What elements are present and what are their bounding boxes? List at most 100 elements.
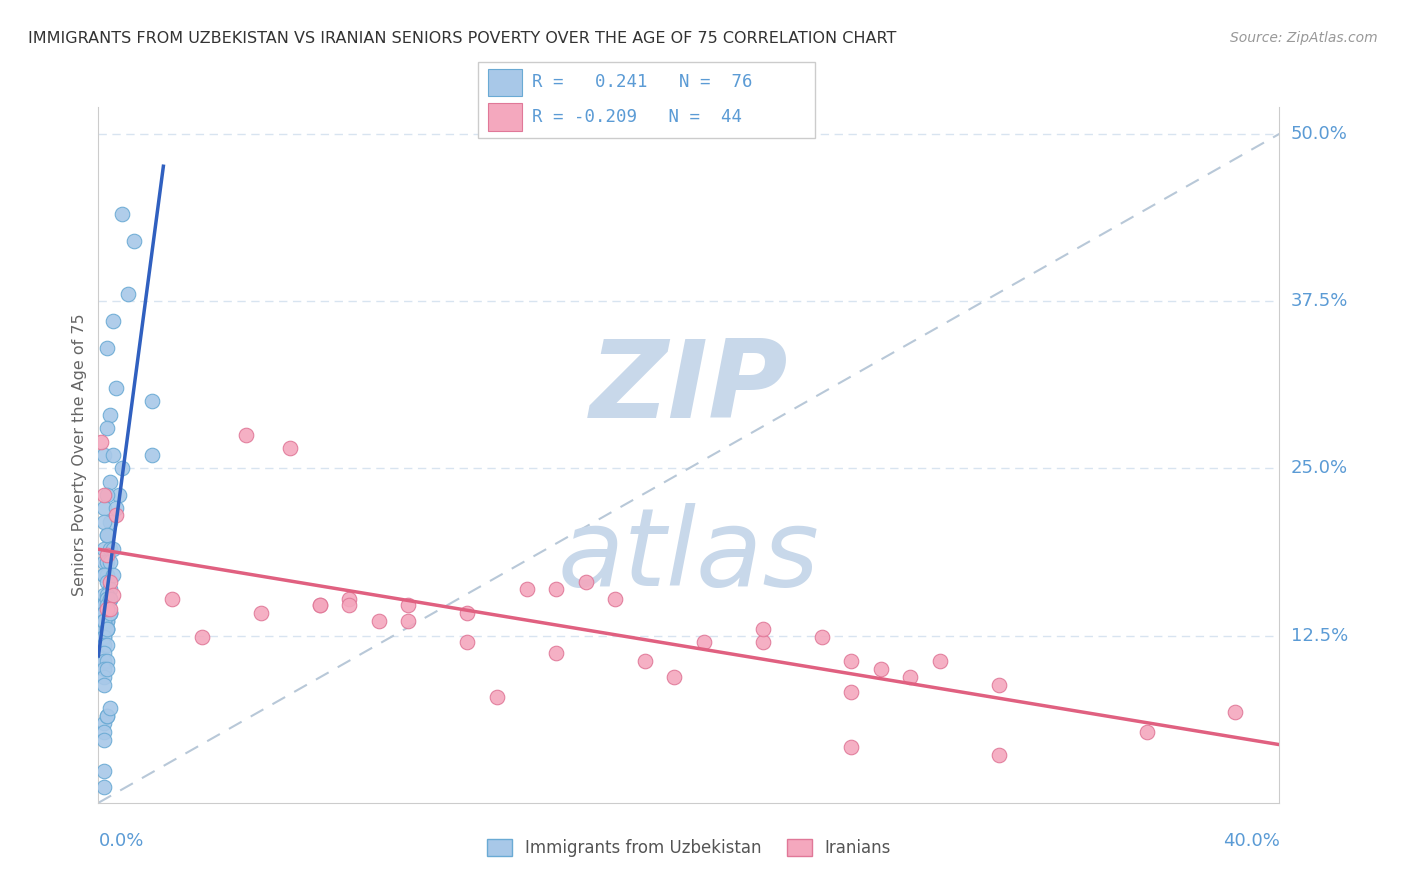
Text: atlas: atlas: [558, 503, 820, 608]
Point: [337, 592, 360, 607]
Point: [98, 592, 121, 607]
Point: [93, 733, 115, 747]
Point: [103, 589, 125, 603]
Point: [93, 630, 115, 644]
Point: [839, 654, 862, 668]
Text: 40.0%: 40.0%: [1223, 832, 1279, 850]
Point: [574, 575, 596, 590]
Point: [96, 602, 118, 616]
Point: [96, 592, 118, 607]
Point: [103, 448, 125, 462]
Point: [93, 654, 115, 668]
Point: [751, 635, 773, 649]
Point: [633, 654, 655, 668]
Point: [96, 589, 118, 603]
FancyBboxPatch shape: [478, 62, 815, 138]
Point: [93, 670, 115, 684]
Point: [93, 678, 115, 692]
Point: [278, 442, 302, 456]
Point: [191, 630, 214, 644]
Point: [98, 515, 121, 529]
Point: [98, 582, 121, 596]
Point: [105, 508, 128, 523]
Point: [96, 575, 118, 590]
Point: [987, 678, 1010, 692]
Point: [93, 589, 115, 603]
Point: [987, 747, 1010, 762]
Text: 0.0%: 0.0%: [98, 832, 143, 850]
Point: [122, 234, 145, 248]
Point: [96, 421, 118, 435]
Point: [544, 582, 567, 596]
Point: [141, 448, 163, 462]
Point: [105, 381, 128, 395]
Point: [103, 314, 125, 328]
Point: [93, 630, 115, 644]
Point: [96, 622, 118, 636]
Point: [93, 598, 115, 612]
Point: [368, 614, 391, 628]
Point: [93, 646, 115, 660]
Point: [96, 622, 118, 636]
Point: [93, 614, 115, 628]
Point: [96, 708, 118, 723]
Point: [98, 475, 121, 489]
Text: 25.0%: 25.0%: [1291, 459, 1348, 477]
Point: [96, 555, 118, 569]
Point: [456, 635, 478, 649]
Point: [98, 555, 121, 569]
Point: [98, 606, 121, 620]
Bar: [488, 69, 522, 95]
Point: [105, 501, 128, 516]
Point: [1135, 724, 1157, 739]
Point: [93, 568, 115, 582]
Legend: Immigrants from Uzbekistan, Iranians: Immigrants from Uzbekistan, Iranians: [479, 832, 898, 864]
Point: [98, 606, 121, 620]
Bar: [488, 103, 522, 130]
Point: [250, 606, 273, 620]
Point: [96, 598, 118, 612]
Point: [96, 568, 118, 582]
Point: [605, 592, 627, 607]
Point: [337, 598, 360, 612]
Point: [93, 606, 115, 620]
Point: [90, 434, 112, 449]
Point: [96, 528, 118, 542]
Point: [664, 670, 686, 684]
Point: [98, 701, 121, 715]
Point: [98, 592, 121, 607]
Point: [96, 662, 118, 676]
Text: 12.5%: 12.5%: [1291, 626, 1348, 645]
Point: [751, 622, 773, 636]
Point: [96, 592, 118, 607]
Point: [141, 394, 163, 409]
Point: [93, 515, 115, 529]
Point: [93, 614, 115, 628]
Point: [93, 715, 115, 730]
Point: [93, 780, 115, 794]
Point: [693, 635, 716, 649]
Point: [396, 614, 419, 628]
Point: [93, 764, 115, 778]
Point: [96, 614, 118, 628]
Point: [544, 646, 567, 660]
Point: [93, 598, 115, 612]
Point: [111, 207, 134, 221]
Point: [486, 690, 509, 705]
Point: [103, 568, 125, 582]
Point: [93, 448, 115, 462]
Text: ZIP: ZIP: [589, 335, 789, 441]
Point: [515, 582, 537, 596]
Point: [456, 606, 478, 620]
Point: [93, 638, 115, 652]
Point: [96, 341, 118, 355]
Text: IMMIGRANTS FROM UZBEKISTAN VS IRANIAN SENIORS POVERTY OVER THE AGE OF 75 CORRELA: IMMIGRANTS FROM UZBEKISTAN VS IRANIAN SE…: [28, 31, 897, 46]
Text: Source: ZipAtlas.com: Source: ZipAtlas.com: [1230, 31, 1378, 45]
Point: [810, 630, 832, 644]
Point: [96, 638, 118, 652]
Point: [93, 724, 115, 739]
Point: [93, 488, 115, 502]
Text: 37.5%: 37.5%: [1291, 292, 1348, 310]
Point: [396, 598, 419, 612]
Point: [93, 555, 115, 569]
